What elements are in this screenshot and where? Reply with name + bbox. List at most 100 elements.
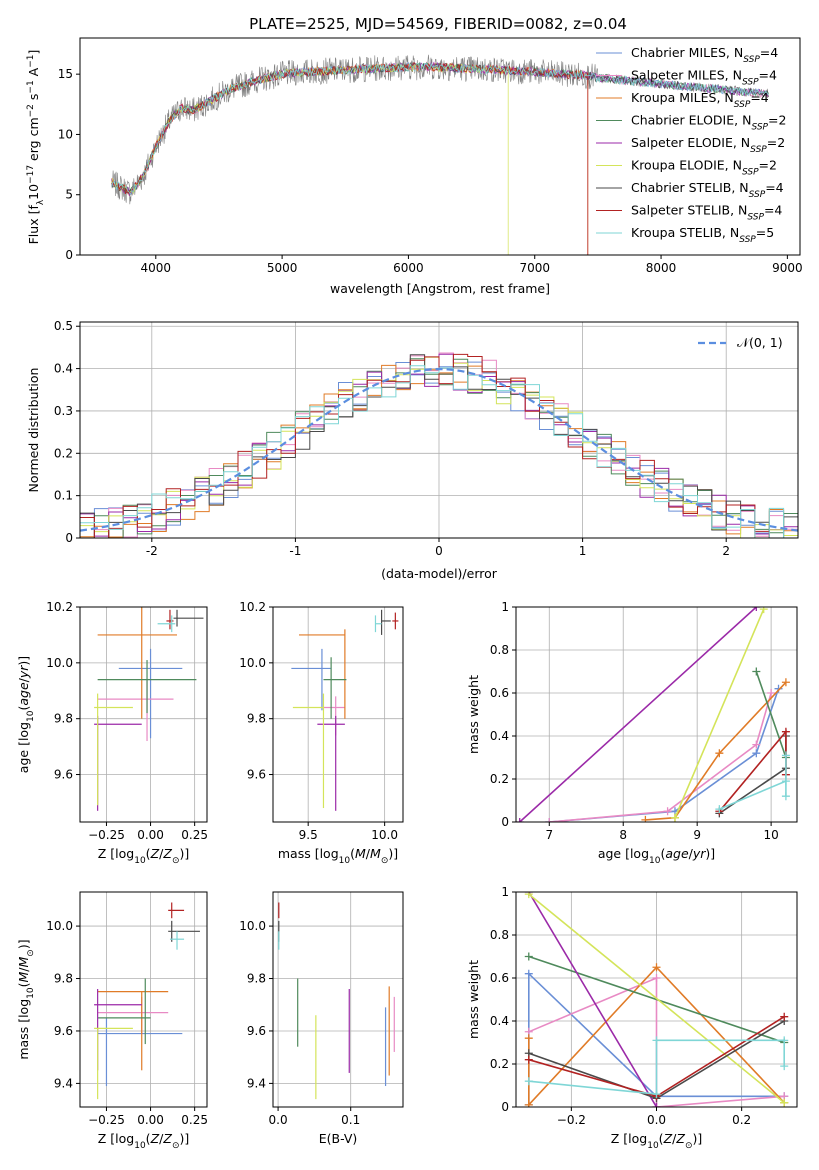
label-part: )] — [692, 1131, 702, 1146]
y-tick-label: 0 — [65, 248, 73, 262]
x-tick-label: 0.25 — [181, 828, 208, 842]
label-part: yr — [16, 665, 31, 679]
plus-marker — [652, 963, 661, 972]
label-part: age [log — [16, 722, 31, 773]
plus-marker — [752, 607, 761, 611]
mass-weight-line — [755, 671, 787, 758]
model-spectrum-line — [111, 63, 589, 255]
legend-entry: Chabrier STELIB, NSSP=4 — [631, 180, 784, 200]
label-part: ( — [146, 846, 151, 861]
label-part: =2 — [759, 158, 777, 173]
y-tick-label: 10.0 — [239, 919, 266, 933]
x-axis-label: (data-model)/error — [381, 566, 498, 581]
label-part: Z — [150, 846, 160, 861]
axes-frame — [272, 891, 404, 1108]
normal-reference-curve — [80, 367, 798, 532]
label-part: age — [665, 846, 689, 861]
label-part: age — [16, 682, 31, 706]
plus-marker — [781, 777, 790, 786]
plus-marker — [781, 792, 790, 801]
plot-area — [524, 892, 789, 1107]
label-part: )] — [705, 846, 715, 861]
label-part: =4 — [764, 203, 782, 218]
y-tick-label: 9.6 — [247, 768, 266, 782]
legend-entry: Kroupa MILES, NSSP=4 — [631, 90, 769, 110]
label-part: SSP — [747, 213, 764, 223]
figure-title: PLATE=2525, MJD=54569, FIBERID=0082, z=0… — [249, 15, 627, 33]
y-tick-label: 5 — [65, 188, 73, 202]
y-tick-label: 9.6 — [247, 1024, 266, 1038]
legend-entry: Salpeter ELODIE, NSSP=2 — [631, 135, 785, 155]
plus-marker — [780, 1062, 789, 1071]
label-part: Z — [663, 1131, 673, 1146]
label-part: Z — [150, 1131, 160, 1146]
y-tick-label: 9.6 — [54, 1024, 73, 1038]
label-part: )] — [16, 656, 31, 666]
y-tick-label: 1 — [501, 600, 509, 614]
label-part: M — [355, 846, 366, 861]
label-part: )] — [179, 1131, 189, 1146]
label-part: ( — [660, 846, 665, 861]
label-part: ⊙ — [26, 949, 36, 957]
label-part: yr — [692, 846, 706, 861]
label-part: Kroupa MILES, N — [631, 90, 734, 105]
label-part: 10 — [649, 856, 661, 866]
y-tick-label: 9.8 — [247, 712, 266, 726]
x-tick-label: −0.2 — [557, 1113, 586, 1127]
legend-entry: Salpeter STELIB, NSSP=4 — [631, 203, 782, 223]
label-part: ⊙ — [685, 1141, 693, 1151]
mass-weight-line — [549, 692, 772, 822]
x-tick-label: 9 — [693, 828, 701, 842]
y-tick-label: 0.8 — [490, 928, 509, 942]
x-tick-label: 8000 — [646, 261, 677, 275]
y-tick-label: 0.6 — [490, 971, 509, 985]
x-tick-label: 8 — [619, 828, 627, 842]
label-part: / — [159, 1131, 164, 1146]
plus-marker — [524, 1100, 533, 1107]
mass-weight-line — [528, 966, 785, 1107]
x-tick-label: 0.1 — [341, 1113, 360, 1127]
x-axis-label: mass [log10(M/M⊙)] — [278, 846, 398, 866]
x-tick-label: 10 — [763, 828, 778, 842]
axes-frame — [79, 37, 801, 256]
label-part: SSP — [742, 168, 759, 178]
mass-weight-line — [528, 892, 658, 1107]
x-tick-label: -1 — [289, 544, 301, 558]
label-part: Z — [162, 1131, 172, 1146]
y-tick-label: 10.0 — [46, 919, 73, 933]
x-tick-label: 0.0 — [647, 1113, 666, 1127]
label-part: Z [log — [98, 846, 134, 861]
label-part: s — [26, 94, 41, 105]
y-tick-label: 10.2 — [46, 600, 73, 614]
plus-marker — [759, 607, 768, 614]
plus-marker — [524, 1034, 533, 1043]
label-part: −1 — [26, 55, 36, 68]
label-part: Salpeter STELIB, N — [631, 203, 747, 218]
label-part: M — [370, 846, 381, 861]
x-tick-label: 1 — [579, 544, 587, 558]
label-part: =2 — [767, 135, 785, 150]
plus-marker — [780, 1012, 789, 1021]
mass-weight-line — [519, 607, 757, 822]
label-part: / — [16, 677, 31, 682]
model-spectrum-line — [111, 62, 509, 255]
plus-marker — [652, 1090, 661, 1099]
plus-marker — [780, 1036, 789, 1045]
y-tick-label: 0.5 — [54, 319, 73, 333]
x-tick-label: 10.0 — [371, 828, 398, 842]
label-part: SSP — [743, 55, 760, 65]
label-part: −1 — [26, 80, 36, 93]
label-part: 10 — [26, 710, 36, 722]
label-part: SSP — [739, 235, 756, 245]
y-tick-label: 9.4 — [54, 1076, 73, 1090]
plus-marker — [781, 751, 790, 760]
x-tick-label: 9000 — [772, 261, 803, 275]
mass-weight-line — [528, 955, 785, 1044]
label-part: =4 — [765, 180, 783, 195]
label-part: 10 — [134, 856, 146, 866]
plot-area — [94, 902, 200, 1100]
label-part: Salpeter ELODIE, N — [631, 135, 750, 150]
